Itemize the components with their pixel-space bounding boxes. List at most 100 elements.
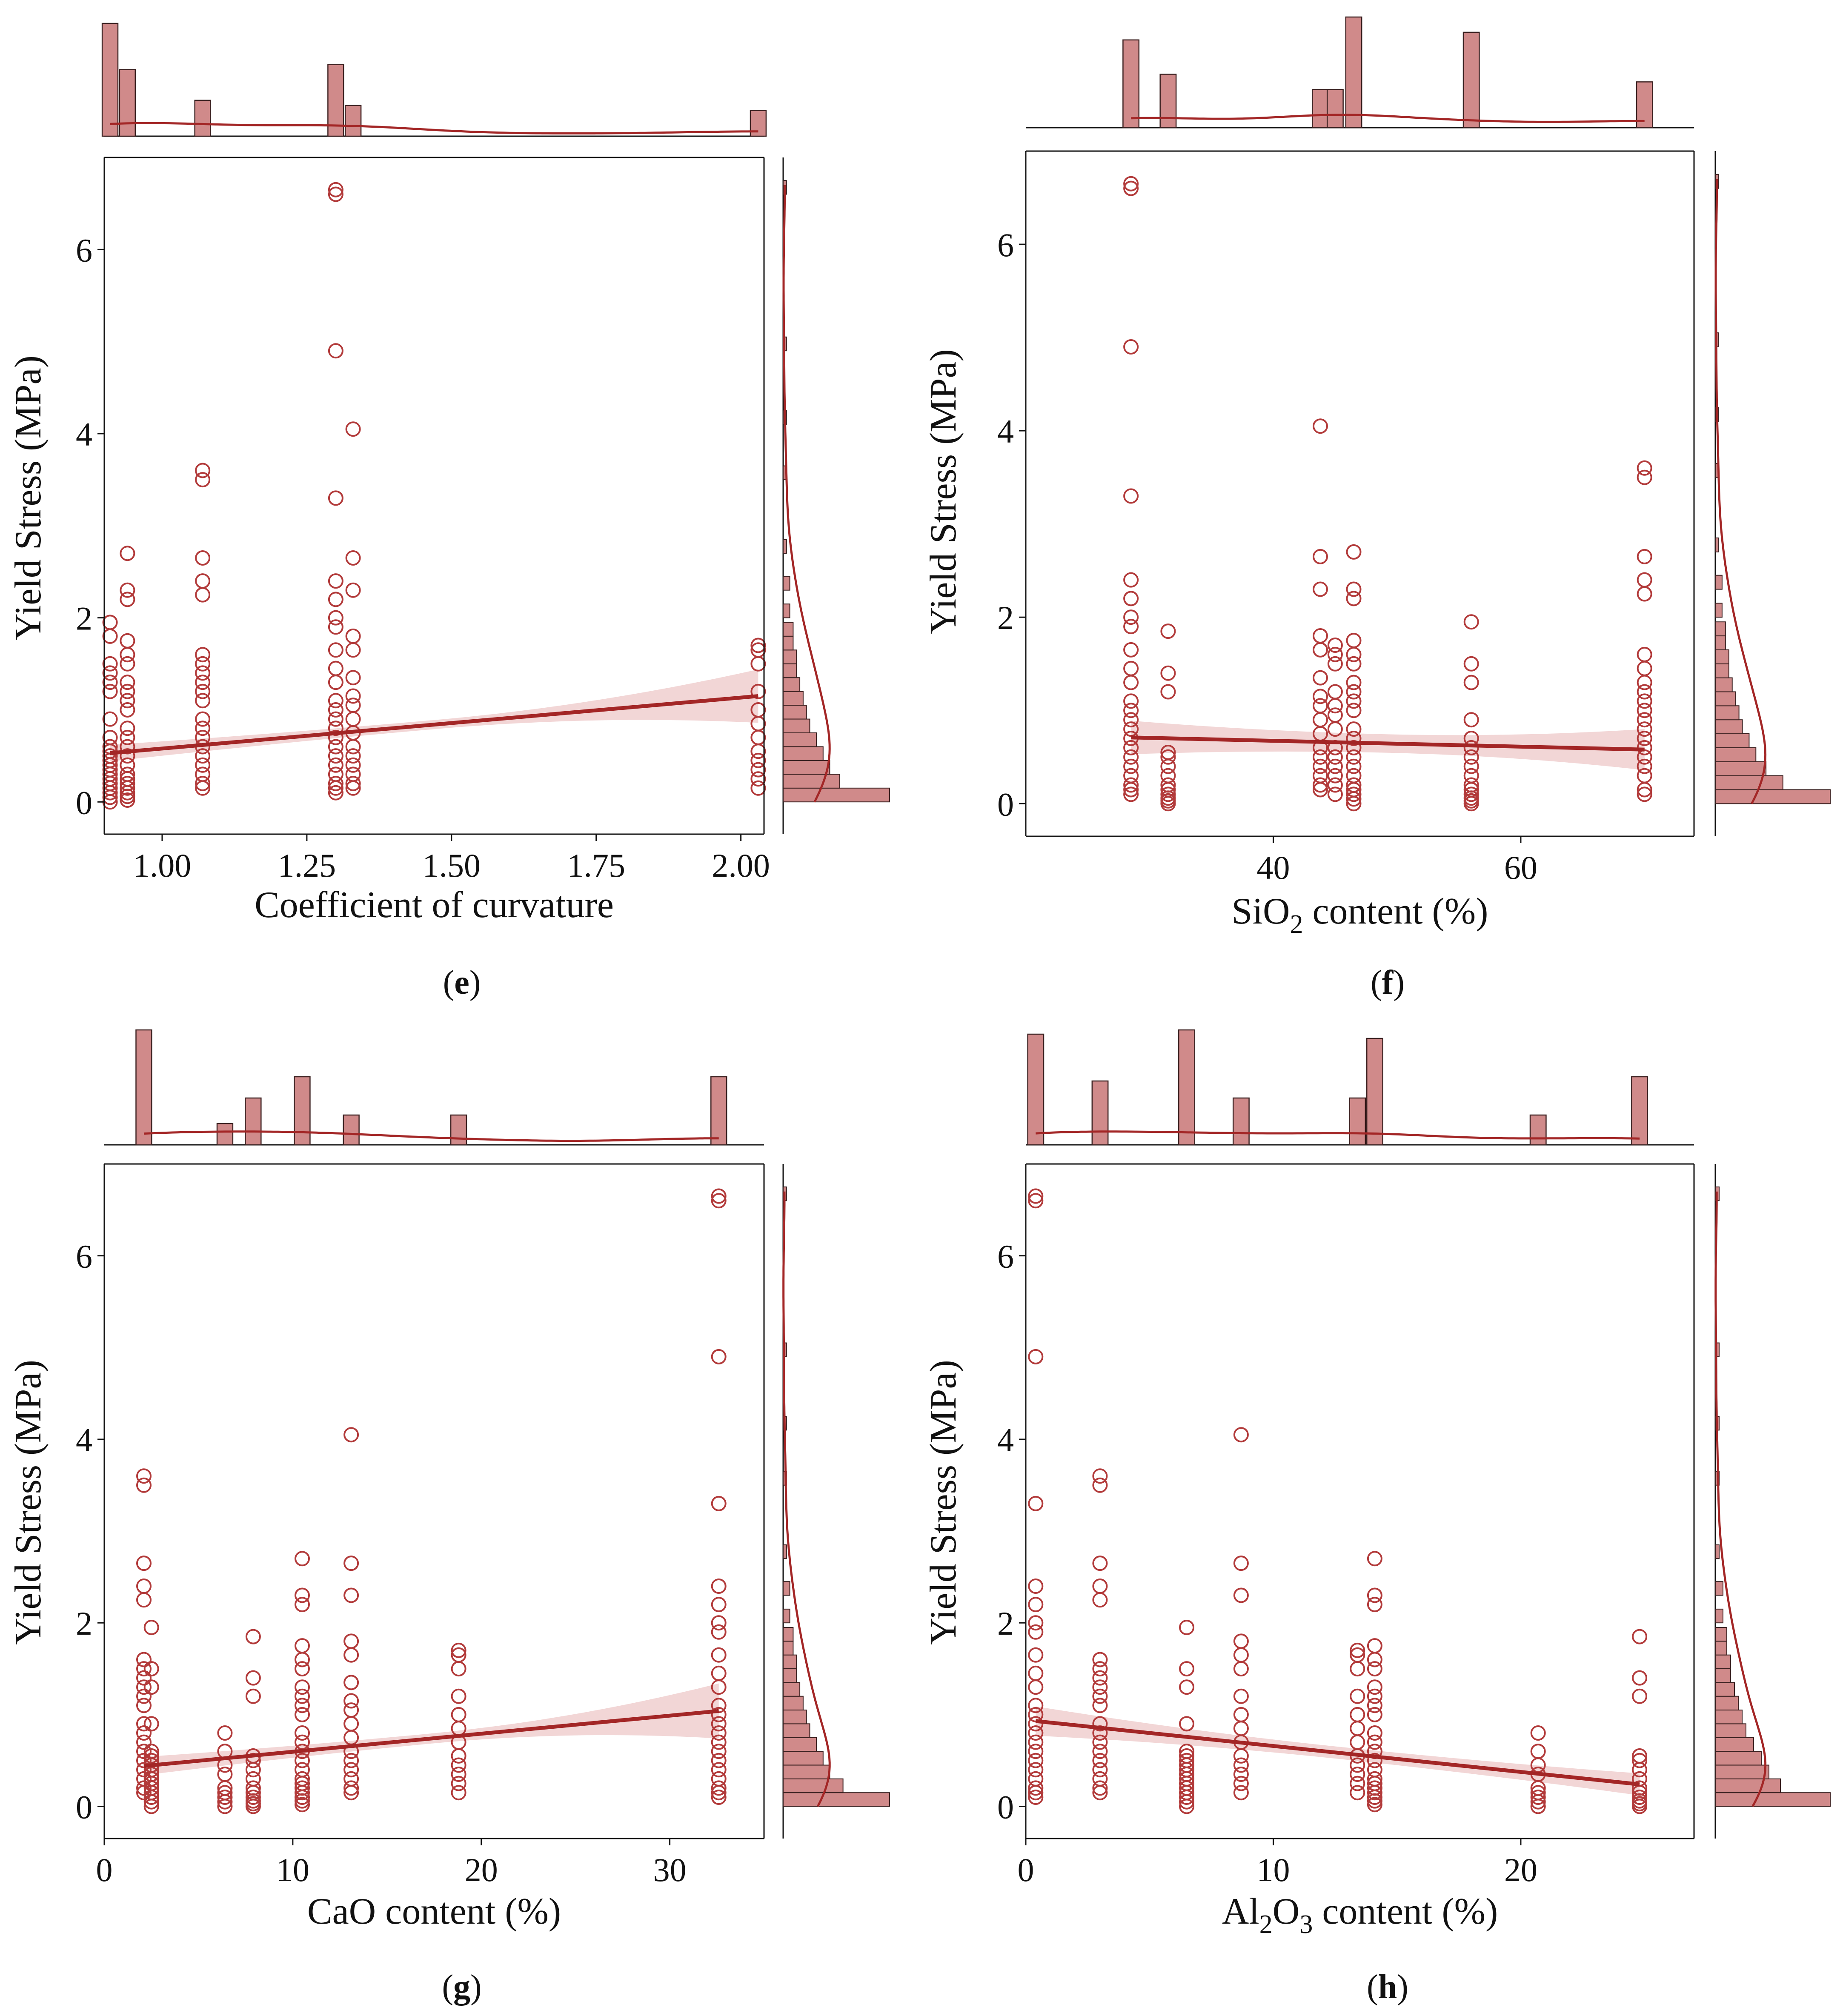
data-point (120, 656, 135, 672)
data-point (451, 1785, 466, 1801)
data-point (1179, 1716, 1194, 1732)
data-point (1160, 684, 1176, 700)
x-axis-label-part: Al (1222, 1891, 1259, 1932)
right-hist-bar (1715, 1641, 1727, 1656)
data-point (750, 771, 766, 787)
right-hist-bar (783, 1778, 844, 1793)
y-tick-label: 6 (76, 1238, 92, 1275)
data-point (1123, 693, 1139, 709)
data-point (245, 1790, 261, 1805)
data-point (711, 1496, 727, 1511)
right-hist-bar (783, 1792, 890, 1807)
data-point (1463, 777, 1479, 793)
data-point (343, 1693, 359, 1709)
data-point (1463, 768, 1479, 784)
data-point (143, 1716, 159, 1732)
data-point (195, 463, 211, 478)
right-hist-bar (1715, 677, 1733, 692)
data-point (1092, 1762, 1108, 1778)
data-point (1123, 591, 1139, 606)
right-hist-bar (783, 705, 807, 720)
data-point (1123, 712, 1139, 728)
data-point (1632, 1753, 1648, 1768)
data-point (328, 642, 343, 658)
data-point (1350, 1642, 1365, 1658)
panel-label-letter: f (1382, 964, 1394, 1001)
data-point (711, 1707, 727, 1722)
data-point (328, 610, 343, 626)
right-hist-bar (783, 691, 804, 706)
x-tick-label: 0 (96, 1851, 113, 1888)
data-point (1367, 1638, 1382, 1654)
data-point (1313, 777, 1328, 793)
data-point (195, 693, 211, 709)
right-hist-bar (1715, 747, 1757, 762)
right-hist-bar (783, 746, 824, 761)
data-point (1350, 1707, 1365, 1722)
data-point (120, 766, 135, 782)
data-point (1463, 656, 1479, 672)
data-point (1092, 1771, 1108, 1787)
data-point (1463, 749, 1479, 765)
data-point (1463, 675, 1479, 690)
data-point (1160, 623, 1176, 639)
data-point (120, 748, 135, 764)
data-point (345, 550, 361, 566)
data-point (1179, 1661, 1194, 1677)
data-point (245, 1670, 261, 1686)
x-axis-label: Coefficient of curvature (255, 884, 614, 926)
data-point (328, 182, 343, 197)
data-point (1463, 740, 1479, 755)
data-point (1367, 1698, 1382, 1713)
panel-label-paren: ( (1367, 1968, 1378, 2006)
data-point (750, 702, 766, 718)
panel-label-paren: ) (470, 1968, 482, 2006)
right-hist-bar (1715, 635, 1726, 650)
right-hist-bar (1715, 603, 1723, 618)
data-point (451, 1642, 466, 1658)
data-point (1367, 1797, 1382, 1813)
top-hist-bar (344, 105, 362, 137)
data-point (1233, 1767, 1249, 1782)
regression-line (143, 1709, 719, 1768)
right-hist-bar (1715, 691, 1736, 706)
data-point (1350, 1785, 1365, 1801)
right-hist-bar (783, 1608, 790, 1624)
right-hist-bar (1715, 1654, 1731, 1669)
data-point (295, 1679, 310, 1695)
data-point (1123, 339, 1139, 355)
data-point (1637, 460, 1652, 476)
data-point (711, 1665, 727, 1681)
right-hist-bar (783, 576, 790, 591)
data-point (295, 1587, 310, 1603)
data-point (1179, 1679, 1194, 1695)
right-hist-bar (1715, 1792, 1831, 1807)
data-point (343, 1556, 359, 1571)
data-point (451, 1707, 466, 1722)
data-point (136, 1556, 152, 1571)
data-point (750, 683, 766, 699)
data-point (1637, 758, 1652, 774)
data-point (143, 1661, 159, 1677)
y-tick-label: 4 (997, 413, 1014, 450)
data-point (345, 766, 361, 782)
right-hist-bar (1715, 1751, 1762, 1766)
right-hist-bar (1715, 761, 1767, 776)
data-point (1530, 1790, 1546, 1805)
data-point (328, 693, 343, 709)
data-point (1160, 768, 1176, 784)
data-point (1327, 707, 1343, 723)
data-point (711, 1771, 727, 1787)
data-point (1092, 1652, 1108, 1667)
data-point (1233, 1785, 1249, 1801)
data-point (1637, 786, 1652, 802)
data-point (750, 762, 766, 778)
y-tick-label: 4 (76, 416, 92, 453)
x-tick-label: 1.25 (278, 847, 336, 884)
data-point (1637, 703, 1652, 718)
data-point (295, 1797, 310, 1813)
data-point (295, 1771, 310, 1787)
right-hist-bar (1715, 1778, 1781, 1793)
data-point (328, 785, 343, 801)
top-hist-bar (1529, 1114, 1547, 1146)
